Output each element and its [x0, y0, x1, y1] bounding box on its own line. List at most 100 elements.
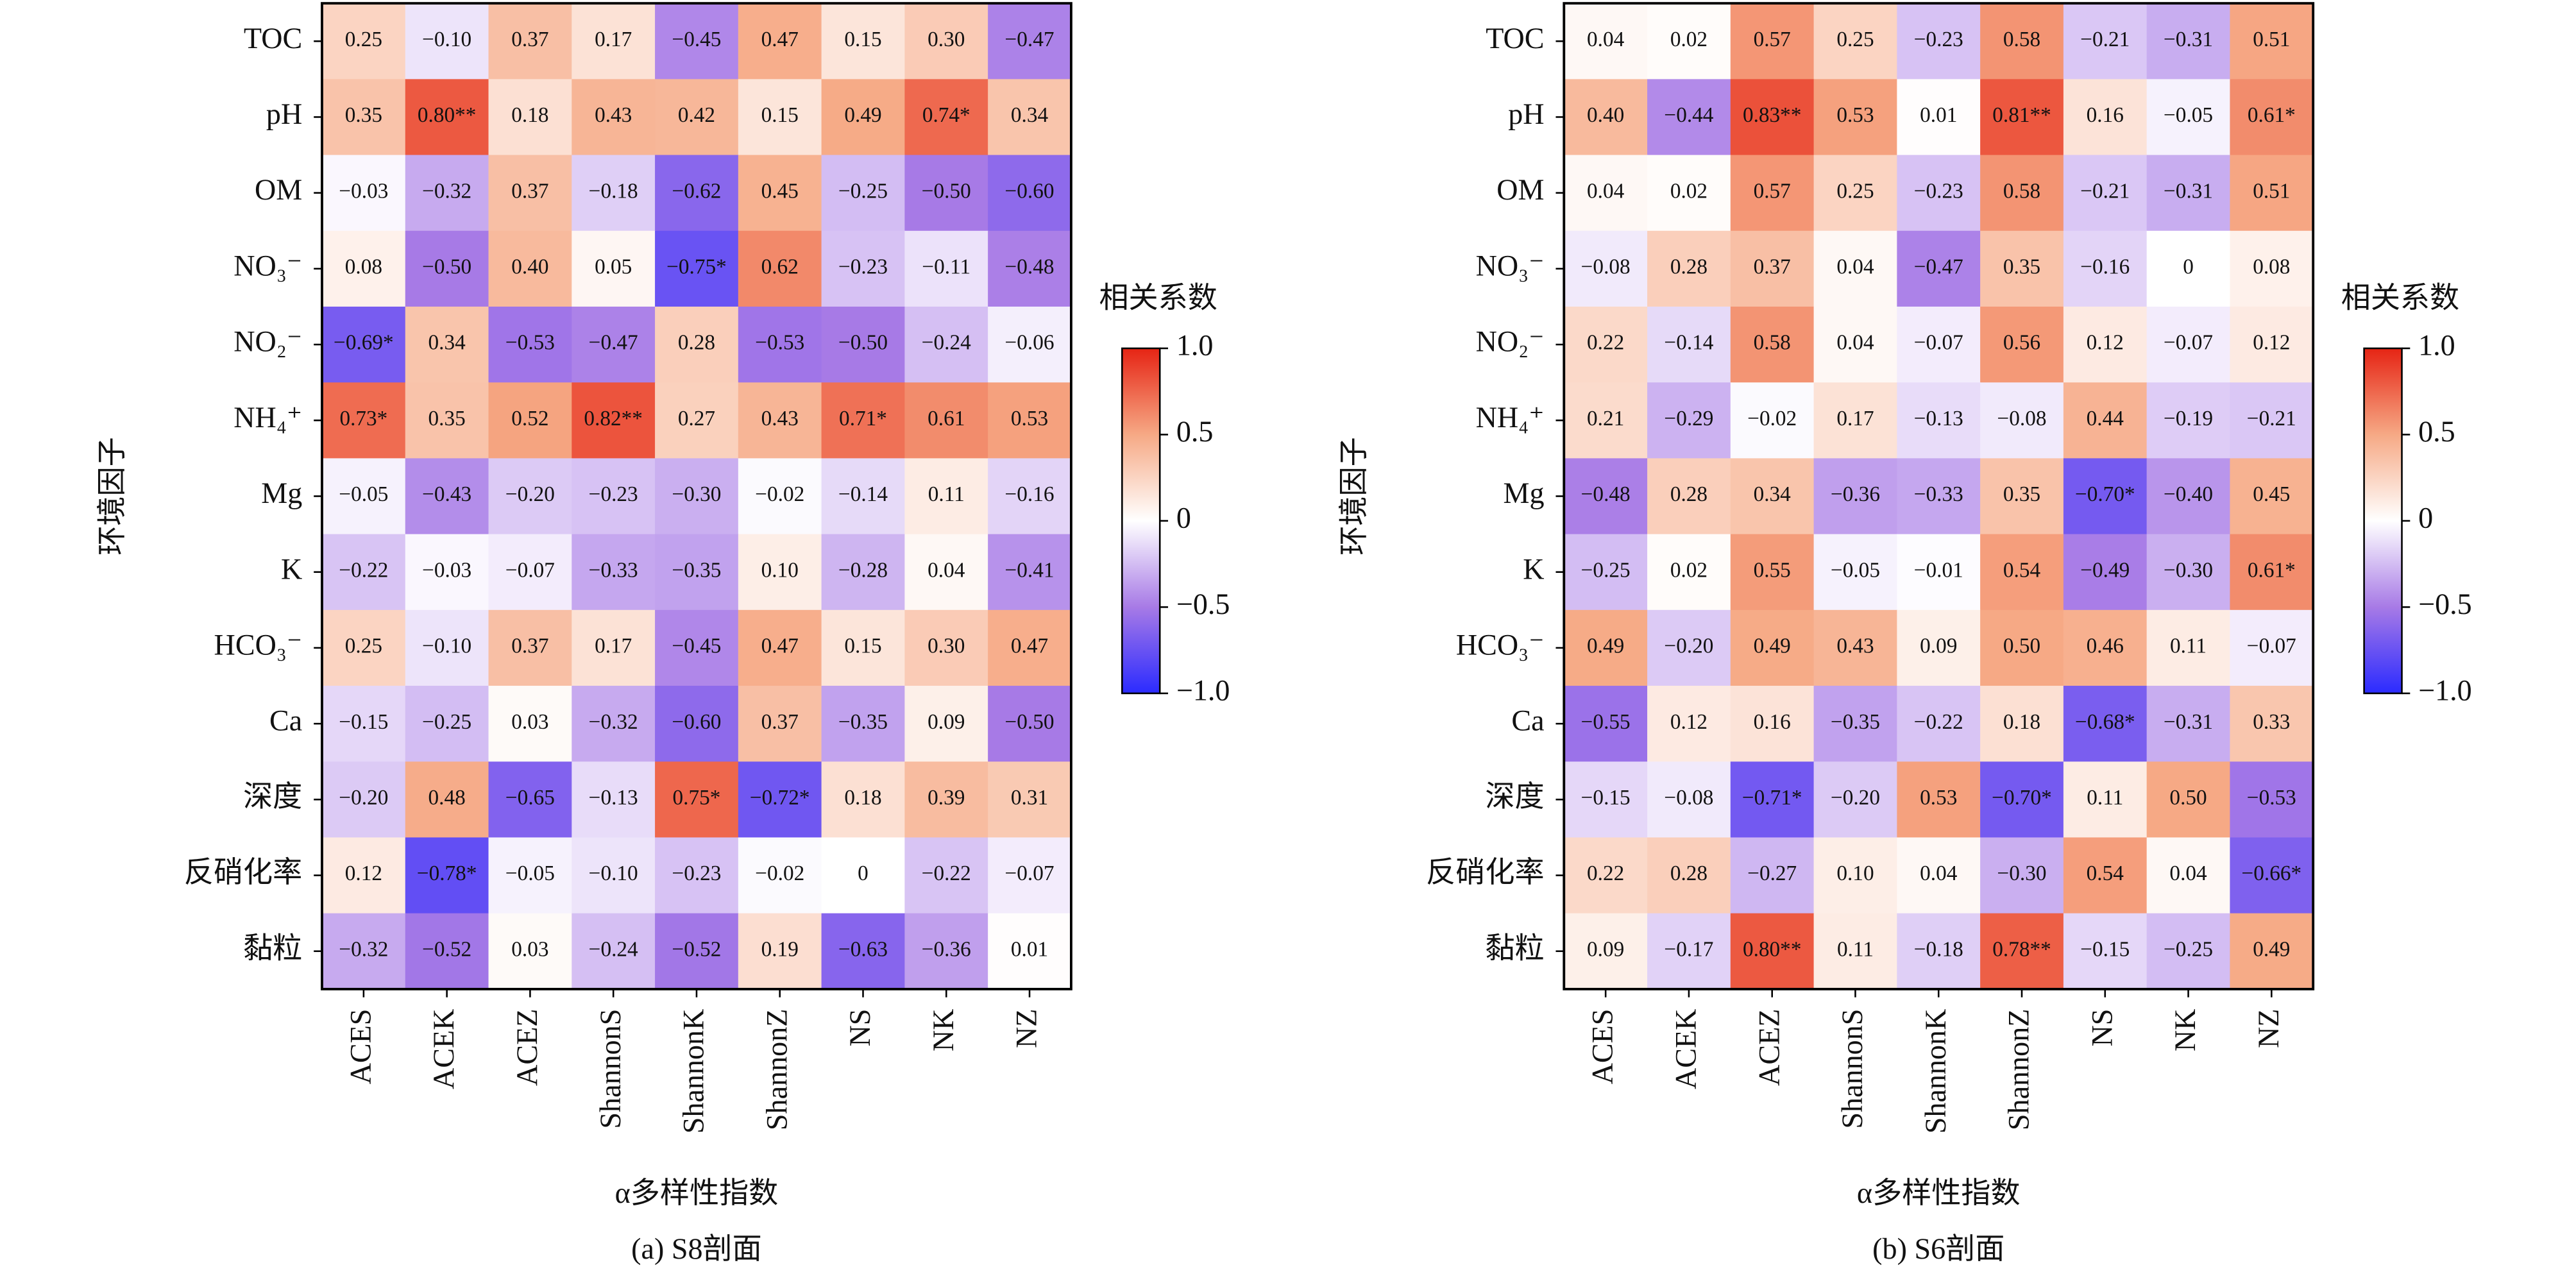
cell-label: 0.04: [1836, 331, 1874, 355]
cell: [1897, 79, 1981, 156]
cell: [1897, 458, 1981, 535]
cell: [738, 686, 822, 763]
cell: [2146, 458, 2231, 535]
cell-label: −0.45: [672, 634, 721, 658]
cell: [322, 155, 406, 232]
cell-label: 0.35: [428, 407, 466, 430]
cell: [488, 79, 573, 156]
cell-label: −0.41: [1005, 558, 1055, 582]
y-tick-label: Ca: [269, 704, 302, 737]
cell: [1730, 609, 1815, 686]
y-tick-label: pH: [1508, 98, 1544, 130]
y-tick-label: 黏粒: [1485, 931, 1544, 964]
cell-label: −0.45: [672, 28, 721, 51]
cell-label: −0.23: [589, 482, 638, 506]
cell-label: 0.37: [511, 179, 548, 203]
cell: [1980, 230, 2064, 307]
cell-label: −0.72*: [750, 786, 810, 810]
cell: [405, 913, 489, 990]
cell-label: 0.28: [678, 331, 715, 355]
cell: [904, 230, 988, 307]
cell: [821, 306, 906, 383]
cell: [904, 609, 988, 686]
cell-label: −0.22: [1914, 710, 1963, 734]
cell-label: 0.35: [2003, 255, 2040, 279]
cell-label: 0.15: [761, 103, 799, 127]
cell: [2146, 382, 2231, 459]
cell-label: 0.78**: [1992, 937, 2051, 961]
cell-label: 0.51: [2253, 179, 2290, 203]
cell: [405, 155, 489, 232]
cell: [2230, 686, 2314, 763]
cell-label: −0.47: [589, 331, 638, 355]
cell: [1564, 837, 1648, 914]
y-tick-label: 反硝化率: [184, 856, 302, 888]
cell-label: −0.16: [2080, 255, 2130, 279]
cell-label: 0.12: [345, 862, 382, 885]
cell-label: 0.15: [844, 634, 881, 658]
cell: [2063, 155, 2148, 232]
cell: [1647, 913, 1731, 990]
cell: [1564, 79, 1648, 156]
cell-label: 0.55: [1754, 558, 1791, 582]
cell: [988, 155, 1072, 232]
cell-label: 0.49: [1754, 634, 1791, 658]
x-tick-label: ACES: [344, 1009, 377, 1085]
cell: [1647, 686, 1731, 763]
cell-label: −0.25: [1581, 558, 1631, 582]
cell: [1730, 230, 1815, 307]
cell-label: −0.32: [339, 937, 388, 961]
y-tick-label: TOC: [1486, 22, 1544, 55]
cell: [322, 458, 406, 535]
cell-label: −0.35: [1831, 710, 1880, 734]
cell-label: 0.37: [761, 710, 799, 734]
y-tick-label: NO₂⁻: [1476, 325, 1545, 358]
cell: [988, 79, 1072, 156]
y-tick-label: K: [1523, 552, 1544, 585]
cell: [322, 3, 406, 80]
cell-label: 0.33: [2253, 710, 2290, 734]
cell: [2146, 609, 2231, 686]
cell: [1564, 913, 1648, 990]
y-tick-label: TOC: [244, 22, 302, 55]
cell-label: 0.37: [511, 634, 548, 658]
cell: [988, 230, 1072, 307]
cell: [572, 79, 656, 156]
y-tick-label: NO₃⁻: [1476, 249, 1545, 282]
cell-label: −0.78*: [417, 862, 477, 885]
cell-label: −0.23: [838, 255, 888, 279]
cell-label: −0.25: [422, 710, 471, 734]
cell: [1980, 3, 2064, 80]
cell: [738, 458, 822, 535]
cell: [1564, 230, 1648, 307]
cell: [821, 458, 906, 535]
cell: [1813, 686, 1898, 763]
cell: [655, 609, 739, 686]
cell: [2146, 306, 2231, 383]
cell-label: 0.04: [1920, 862, 1958, 885]
cell: [655, 155, 739, 232]
cell-label: −0.08: [1581, 255, 1631, 279]
cell: [1647, 230, 1731, 307]
cell-label: −0.15: [2080, 937, 2130, 961]
cell-label: 0.09: [1920, 634, 1957, 658]
cell-label: −0.69*: [334, 331, 394, 355]
cell-label: 0.21: [1587, 407, 1624, 430]
cell-label: −0.10: [422, 634, 471, 658]
cell: [738, 382, 822, 459]
cell-label: −0.70*: [1992, 786, 2052, 810]
cell-label: 0.53: [1011, 407, 1048, 430]
cell: [2063, 761, 2148, 838]
cell-label: −0.44: [1664, 103, 1713, 127]
cell-label: −0.22: [922, 862, 971, 885]
cell-label: −0.68*: [2075, 710, 2135, 734]
cell-label: −0.65: [505, 786, 555, 810]
cell: [2063, 458, 2148, 535]
colorbar-title: 相关系数: [1099, 281, 1217, 314]
x-tick-label: NZ: [2252, 1009, 2285, 1048]
colorbar-tick-label: −1.0: [2418, 674, 2472, 706]
cell-label: −0.23: [672, 862, 721, 885]
cell: [322, 686, 406, 763]
cell-label: 0.52: [511, 407, 548, 430]
